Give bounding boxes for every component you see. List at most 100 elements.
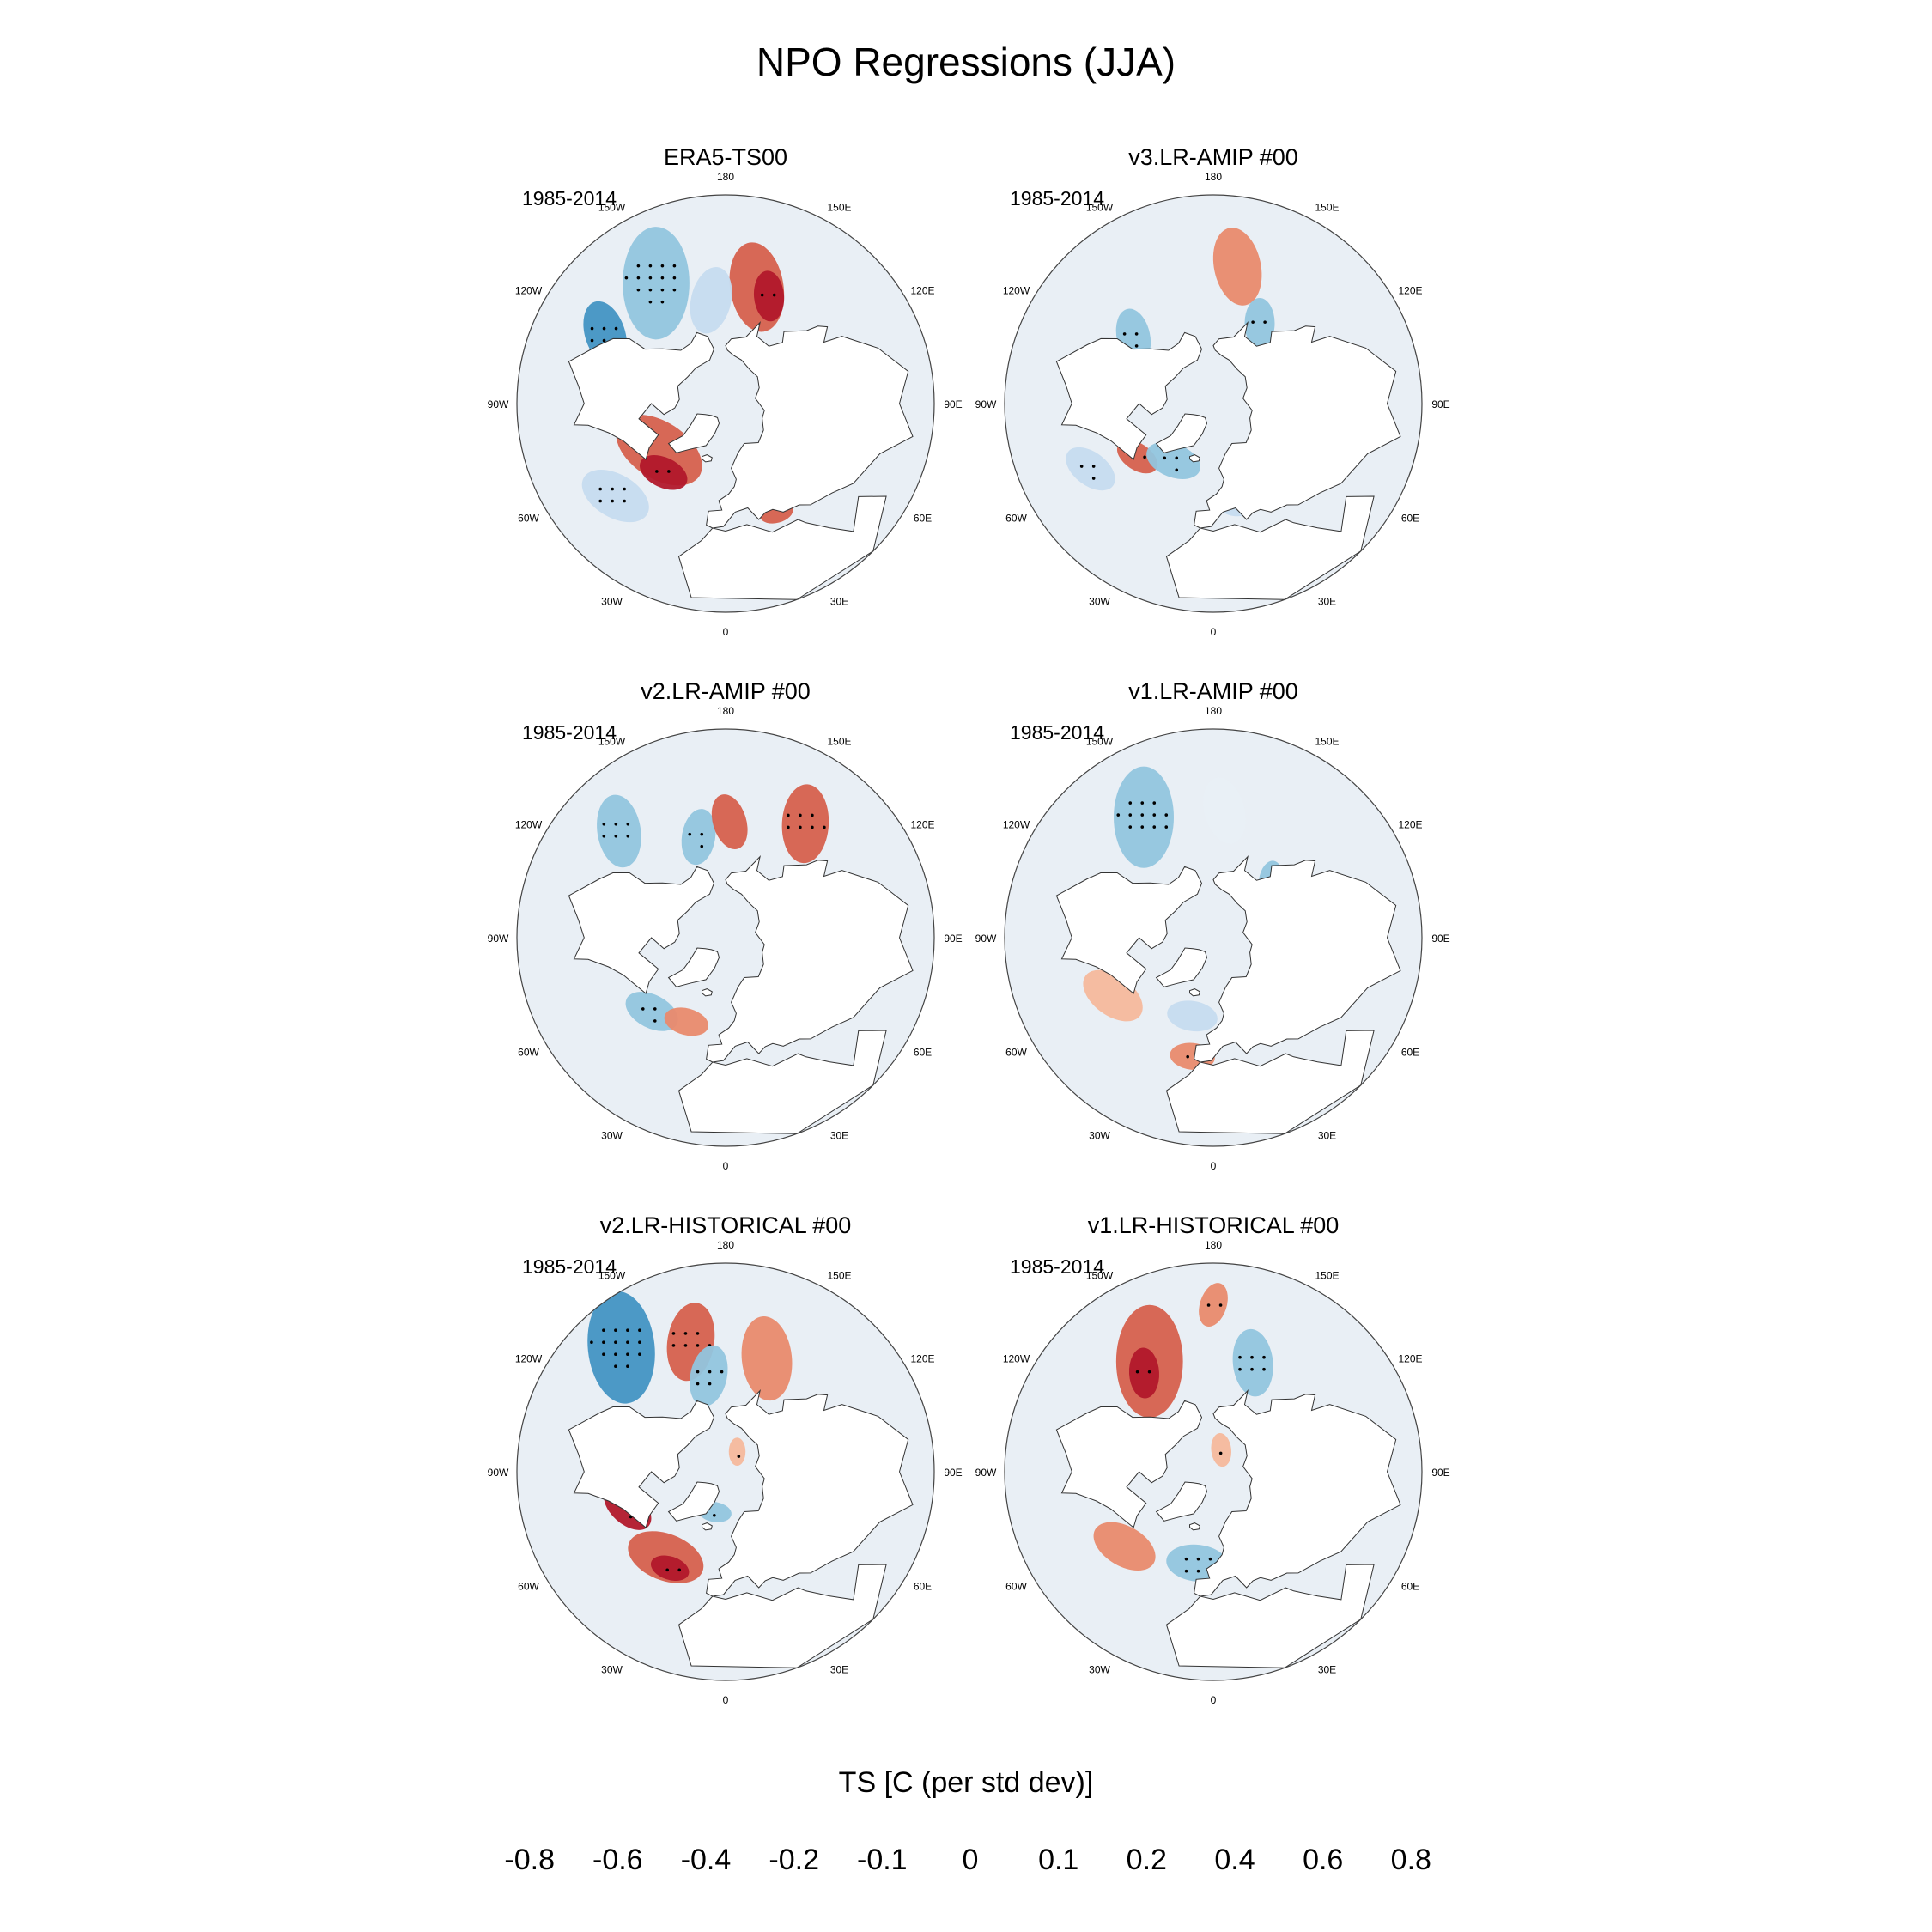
longitude-label: 150E (827, 736, 851, 748)
longitude-label: 90W (975, 933, 997, 945)
longitude-label: 30W (601, 1664, 623, 1676)
stipple-dot (1091, 477, 1096, 480)
stipple-dot (648, 300, 653, 304)
longitude-label: 120E (1398, 1353, 1422, 1365)
land-masses (1055, 320, 1401, 600)
anomaly-blob (1199, 1283, 1228, 1327)
stipple-dot (787, 825, 790, 829)
longitude-label: 90E (1431, 398, 1449, 410)
longitude-labels: 180 150E 120E 90E 60E 30E 0 30W 60W 90W 120W 150W (975, 1239, 1450, 1706)
longitude-label: 0 (723, 1160, 729, 1172)
longitude-label: 120E (1398, 819, 1422, 831)
anomaly-blob (1167, 1000, 1218, 1032)
ocean-background (1005, 1263, 1422, 1680)
stipple-dot (1079, 465, 1084, 468)
stipple-dot (1134, 332, 1139, 336)
longitude-label: 180 (1205, 1239, 1222, 1251)
panel-title: ERA5-TS00 (664, 144, 787, 170)
anomaly-blob (597, 794, 641, 868)
anomaly-blob (753, 270, 785, 322)
longitude-label: 60E (914, 513, 932, 525)
stipple-dot (653, 1007, 657, 1011)
longitude-labels: 180 150E 120E 90E 60E 30E 0 30W 60W 90W 120W 150W (975, 705, 1450, 1172)
longitude-label: 30E (1318, 1130, 1336, 1142)
land-iceland (701, 988, 713, 997)
land-iceland (1188, 1522, 1200, 1531)
stipple-dot (1196, 1557, 1200, 1561)
longitude-label: 0 (723, 626, 729, 638)
stipple-dot (624, 276, 629, 280)
longitude-label: 120W (515, 285, 543, 297)
land-northAmerica (1055, 331, 1203, 460)
longitude-label: 60W (518, 1047, 539, 1059)
stipple-dot (598, 499, 602, 503)
stipple-dot (614, 822, 618, 826)
stipple-dot (638, 1352, 641, 1356)
land-masses (1055, 854, 1401, 1134)
longitude-label: 30E (830, 1664, 848, 1676)
significance-stipple (787, 813, 826, 829)
panel-period-label: 1985-2014 (522, 721, 617, 744)
colorbar-tick-label: -0.2 (769, 1844, 819, 1876)
stipple-dot (590, 338, 594, 343)
anomaly-blob (681, 809, 716, 866)
land-iceland (701, 1522, 713, 1531)
stipple-dot (1122, 332, 1127, 336)
stipple-dot (1208, 1557, 1212, 1561)
panel-period-label: 1985-2014 (1010, 721, 1104, 744)
anomaly-blob (741, 1316, 793, 1401)
colorbar: TS [C (per std dev)] -0.8 -0.6 -0.4 -0.2 -0.… (504, 1766, 1431, 1876)
anomaly-field (587, 1291, 793, 1583)
colorbar-tick-label: 0.1 (1038, 1844, 1078, 1876)
land-greenland (1155, 1481, 1208, 1522)
stipple-dot (696, 1382, 700, 1386)
stipple-dot (626, 822, 630, 826)
land-eurasia (706, 854, 914, 1063)
land-greenland (667, 947, 720, 987)
anomaly-blob (1232, 1328, 1273, 1397)
stipple-dot (1128, 801, 1133, 805)
map-boundary-circle (516, 1262, 935, 1681)
stipple-dot (700, 832, 704, 836)
colorbar-tick-label: 0.2 (1127, 1844, 1167, 1876)
stipple-dot (1196, 1569, 1200, 1573)
land-eurasia (1194, 1388, 1401, 1597)
longitude-label: 90E (944, 398, 962, 410)
anomaly-blob (1203, 777, 1246, 844)
land-masses (568, 320, 914, 600)
longitude-label: 150E (827, 202, 851, 214)
stipple-dot (1140, 825, 1145, 829)
stipple-dot (772, 293, 776, 297)
longitude-label: 90W (488, 933, 509, 945)
longitude-label: 0 (1211, 626, 1217, 638)
land-masses (1055, 1388, 1401, 1668)
anomaly-blob (1066, 447, 1115, 491)
longitude-label: 60E (1401, 1581, 1419, 1593)
stipple-dot (1128, 813, 1133, 817)
colorbar-tick-label: 0 (963, 1844, 979, 1876)
land-eurasia (706, 1388, 914, 1597)
land-eurasia (706, 320, 914, 529)
stipple-dot (660, 276, 665, 280)
ocean-background (1005, 195, 1422, 612)
stipple-dot (602, 822, 606, 826)
land-northAmerica (568, 331, 715, 460)
longitude-label: 30W (1089, 1664, 1110, 1676)
land-africa (1165, 495, 1375, 600)
land-iceland (1188, 454, 1200, 463)
longitude-label: 30E (1318, 1664, 1336, 1676)
longitude-label: 60W (1005, 513, 1027, 525)
significance-stipple (1251, 320, 1267, 324)
longitude-label: 120E (910, 1353, 934, 1365)
anomaly-blob (623, 227, 690, 340)
stipple-dot (626, 1340, 629, 1344)
stipple-dot (708, 1370, 712, 1374)
stipple-dot (598, 487, 602, 491)
stipple-dot (1164, 825, 1169, 829)
land-greenland (667, 413, 720, 453)
map-boundary-circle (516, 728, 935, 1147)
stipple-dot (683, 1332, 688, 1335)
anomaly-blob (640, 455, 688, 490)
land-northAmerica (1055, 1400, 1203, 1528)
